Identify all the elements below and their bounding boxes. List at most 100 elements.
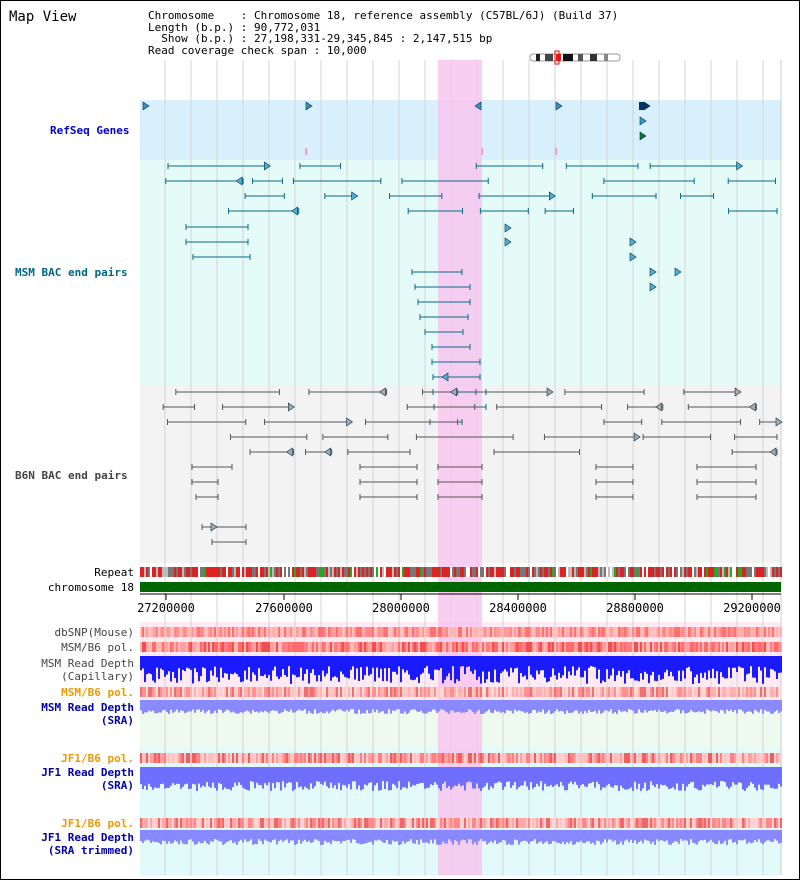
msm-pol-cell: [524, 642, 526, 652]
jf1-pol-cell: [232, 753, 234, 763]
jf1-trim-pol-cell: [526, 818, 528, 828]
jf1-pol-cell: [436, 753, 438, 763]
dbsnp-cell: [332, 627, 334, 637]
jf1-trim-pol-cell: [744, 818, 746, 828]
msm-cap-depth-bar: [756, 656, 758, 683]
dbsnp-cell: [204, 627, 206, 637]
jf1-depth-bar: [700, 767, 702, 791]
jf1-trim-depth-bar: [582, 830, 584, 843]
msm-sra-depth-bar: [672, 700, 674, 712]
refseq-genes-label[interactable]: RefSeq Genes: [50, 124, 130, 137]
jf1-pol-cell: [672, 753, 674, 763]
repeat-block: [772, 567, 774, 577]
msm-cap-depth-bar: [292, 656, 294, 675]
msm-sra-depth-bar: [548, 700, 550, 710]
repeat-block: [600, 567, 602, 577]
msm-cap-depth-bar: [430, 656, 432, 680]
msm-cap-depth-bar: [424, 656, 426, 669]
msm-sra-depth-bar: [394, 700, 396, 711]
jf1-trim-depth-bar: [568, 830, 570, 844]
msm-pol-cell: [400, 642, 402, 652]
repeat-block: [352, 567, 354, 577]
msm-sra-depth-bar: [392, 700, 394, 711]
jf1-trim-depth-bar: [532, 830, 534, 841]
jf1-pol-cell: [262, 753, 264, 763]
dbsnp-cell: [298, 627, 300, 637]
jf1-trim-pol-cell: [274, 818, 276, 828]
repeat-block: [312, 567, 314, 577]
msm-cap-depth-bar: [672, 656, 674, 677]
msm-cap-depth-bar: [416, 656, 418, 678]
jf1-trim-depth-bar: [152, 830, 154, 842]
msm-sra-pol-cell: [640, 687, 642, 697]
msm-bac-label[interactable]: MSM BAC end pairs: [15, 266, 128, 279]
msm-sra-depth-bar: [414, 700, 416, 710]
msm-sra-pol-cell: [740, 687, 742, 697]
msm-sra-pol-cell: [528, 687, 530, 697]
dbsnp-cell: [190, 627, 192, 637]
msm-sra-depth-bar: [268, 700, 270, 714]
jf1-pol-cell: [236, 753, 238, 763]
msm-cap-depth-bar: [160, 656, 162, 669]
msm-pol-cell: [436, 642, 438, 652]
dbsnp-cell: [426, 627, 428, 637]
jf1-pol-cell: [480, 753, 482, 763]
jf1-trim-depth-bar: [426, 830, 428, 843]
b6n-bac-label[interactable]: B6N BAC end pairs: [15, 469, 128, 482]
msm-pol-cell: [170, 642, 172, 652]
jf1-trim-depth-bar: [310, 830, 312, 843]
msm-pol-cell: [610, 642, 612, 652]
dbsnp-cell: [378, 627, 380, 637]
msm-cap-depth-bar: [390, 656, 392, 683]
jf1-pol-cell: [238, 753, 240, 763]
jf1-trim-pol-cell: [384, 818, 386, 828]
jf1-pol-cell: [414, 753, 416, 763]
msm-cap-depth-bar: [540, 656, 542, 671]
msm-cap-depth-bar: [342, 656, 344, 675]
jf1-pol-cell: [728, 753, 730, 763]
msm-cap-depth-bar: [406, 656, 408, 671]
jf1-pol-cell: [220, 753, 222, 763]
jf1-trim-depth-bar: [222, 830, 224, 845]
msm-sra-depth-bar: [554, 700, 556, 712]
jf1-depth-bar: [384, 767, 386, 789]
repeat-block: [332, 567, 334, 577]
dbsnp-cell: [276, 627, 278, 637]
jf1-trim-depth-bar: [344, 830, 346, 842]
msm-pol-cell: [228, 642, 230, 652]
repeat-block: [760, 567, 762, 577]
dbsnp-cell: [626, 627, 628, 637]
dbsnp-cell: [518, 627, 520, 637]
msm-pol-cell: [766, 642, 768, 652]
jf1-trim-pol-cell: [258, 818, 260, 828]
repeat-block: [276, 567, 278, 577]
jf1-b6-pol-trim-label: JF1/B6 pol.: [61, 817, 134, 830]
jf1-trim-depth-bar: [618, 830, 620, 845]
msm-pol-cell: [666, 642, 668, 652]
msm-cap-depth-bar: [524, 656, 526, 676]
jf1-pol-cell: [568, 753, 570, 763]
msm-sra-pol-cell: [778, 687, 780, 697]
dbsnp-cell: [370, 627, 372, 637]
msm-sra-pol-cell: [560, 687, 562, 697]
msm-pol-cell: [618, 642, 620, 652]
jf1-trim-depth-bar: [256, 830, 258, 845]
repeat-block: [430, 567, 432, 577]
msm-pol-cell: [318, 642, 320, 652]
repeat-block: [646, 567, 648, 577]
msm-sra-depth-bar: [226, 700, 228, 710]
jf1-trim-depth-bar: [490, 830, 492, 842]
dbsnp-cell: [578, 627, 580, 637]
msm-sra-depth-bar: [328, 700, 330, 714]
msm-sra-pol-cell: [202, 687, 204, 697]
jf1-trim-pol-cell: [338, 818, 340, 828]
jf1-pol-cell: [314, 753, 316, 763]
jf1-depth-bar: [538, 767, 540, 787]
jf1-trim-pol-cell: [390, 818, 392, 828]
msm-sra-depth-bar: [152, 700, 154, 711]
jf1-depth-bar: [242, 767, 244, 788]
jf1-pol-cell: [514, 753, 516, 763]
jf1-trim-pol-cell: [528, 818, 530, 828]
repeat-block: [612, 567, 614, 577]
